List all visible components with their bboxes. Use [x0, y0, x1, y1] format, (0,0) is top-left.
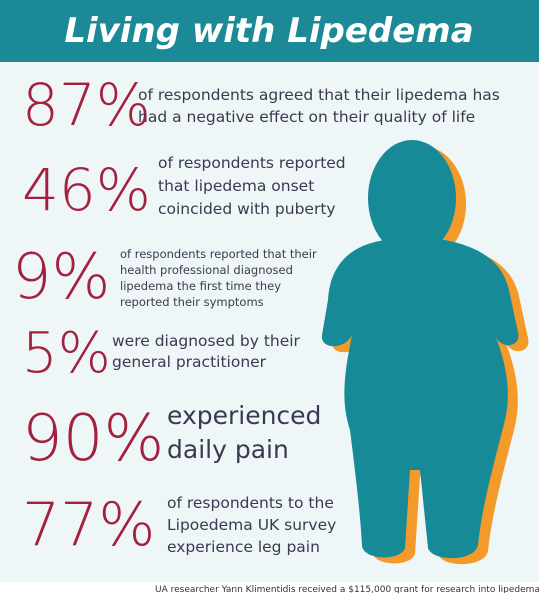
stat-description: daily pain — [167, 435, 289, 464]
stat-description: experience leg pain — [167, 538, 320, 556]
title: Living with Lipedema — [64, 11, 473, 51]
caption: UA researcher Yann Klimentidis received … — [155, 585, 539, 593]
stat-value: 9% — [12, 240, 110, 313]
stat-description: lipedema the first time they — [120, 279, 281, 293]
silhouette — [321, 140, 519, 559]
caption-bar — [0, 582, 539, 593]
stat-description: Lipoedema UK survey — [167, 516, 336, 534]
stat-description: of respondents reported that their — [120, 247, 317, 261]
stat-description: coincided with puberty — [158, 200, 336, 218]
stat-value: 77% — [22, 490, 155, 560]
stat-description: had a negative effect on their quality o… — [138, 108, 475, 126]
stat-value: 90% — [22, 402, 164, 476]
stat-value: 46% — [22, 156, 151, 224]
stat-description: of respondents to the — [167, 494, 334, 512]
header-bar — [0, 0, 539, 62]
stat-description: of respondents reported — [158, 154, 346, 172]
stat-description: that lipedema onset — [158, 177, 314, 195]
stat-description: health professional diagnosed — [120, 263, 293, 277]
stat-description: general practitioner — [112, 353, 267, 371]
stat-description: of respondents agreed that their lipedem… — [138, 86, 500, 104]
stat-value: 5% — [22, 321, 111, 386]
stat-description: were diagnosed by their — [112, 332, 301, 350]
stat-description: reported their symptoms — [120, 295, 264, 309]
stat-description: experienced — [167, 401, 321, 430]
stat-value: 87% — [22, 71, 151, 139]
